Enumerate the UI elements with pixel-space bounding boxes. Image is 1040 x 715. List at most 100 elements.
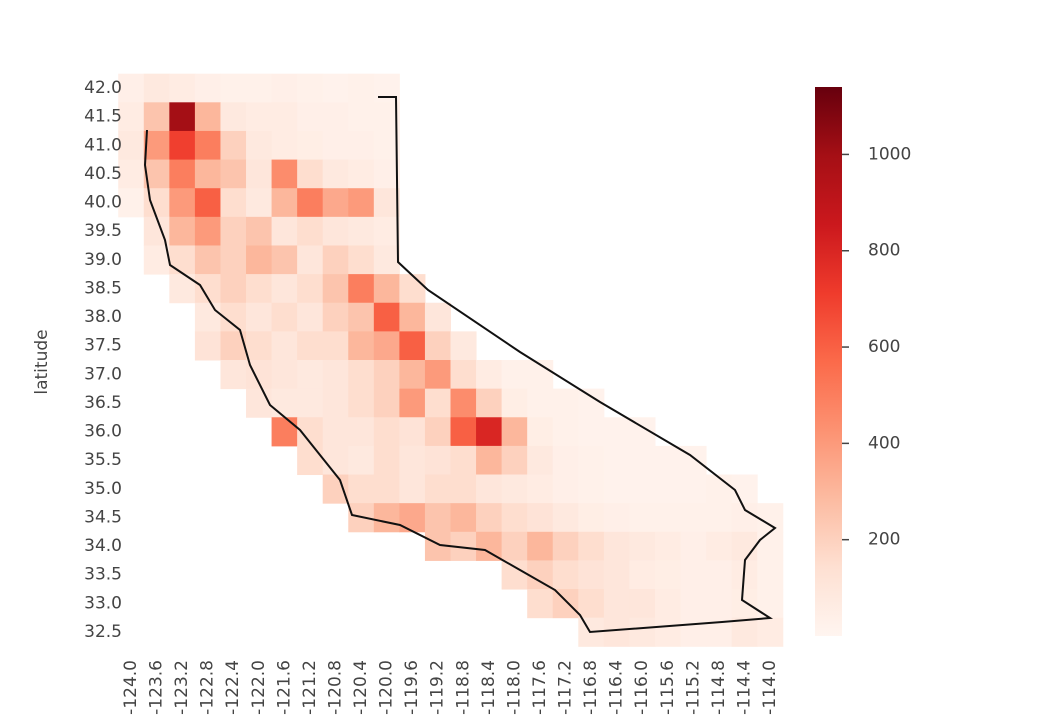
x-tick-label: -114.8: [709, 660, 729, 715]
heat-cell: [654, 474, 682, 504]
heat-cell: [706, 474, 733, 504]
heat-cell: [297, 302, 324, 332]
heat-cell: [194, 73, 221, 103]
heat-cell: [501, 445, 528, 476]
heat-cell: [654, 589, 682, 619]
heat-cell: [527, 560, 554, 590]
y-tick-label: 42.0: [84, 78, 122, 98]
heat-cell: [348, 216, 375, 246]
heat-cell: [246, 73, 273, 103]
heat-cell: [297, 331, 324, 361]
heat-cell: [169, 159, 196, 189]
heat-cell: [450, 445, 477, 476]
heat-cell: [399, 302, 426, 332]
heat-cell: [578, 560, 605, 590]
heat-cell: [169, 188, 196, 218]
heat-cell: [578, 503, 605, 533]
state-outline: [143, 96, 777, 634]
heat-cell: [169, 216, 196, 246]
heat-cell: [348, 302, 375, 332]
heat-cell: [220, 73, 247, 103]
x-tick-label: -116.8: [581, 660, 601, 715]
heat-cell: [373, 274, 400, 304]
heat-cell: [527, 474, 554, 504]
heat-cell: [757, 589, 784, 619]
y-tick-label: 41.5: [84, 107, 122, 127]
heat-cell: [424, 302, 451, 332]
heat-cell: [194, 159, 221, 189]
heat-cell: [629, 617, 656, 647]
heat-cell: [603, 617, 630, 647]
x-tick-label: -119.6: [402, 660, 422, 715]
heat-cell: [194, 130, 221, 161]
y-tick-label: 37.5: [84, 336, 122, 356]
heat-cell: [348, 274, 375, 304]
heat-cell: [271, 102, 298, 132]
heat-cell: [322, 360, 349, 390]
heat-cell: [501, 474, 528, 504]
heat-cell: [271, 245, 298, 275]
heat-cell: [552, 445, 579, 476]
y-tick-label: 38.0: [84, 307, 122, 327]
heat-cell: [603, 474, 630, 504]
heat-cell: [322, 445, 349, 476]
heat-cell: [578, 445, 605, 476]
heat-cell: [629, 531, 656, 561]
heat-cell: [450, 474, 477, 504]
heat-cell: [654, 617, 682, 647]
heat-cell: [118, 102, 145, 132]
heat-cell: [399, 360, 426, 390]
heat-cell: [194, 302, 221, 332]
y-tick-label: 36.5: [84, 393, 122, 413]
heat-cell: [220, 159, 247, 189]
heat-cell: [271, 388, 298, 418]
heat-cell: [373, 245, 400, 275]
heat-cell: [220, 102, 247, 132]
colorbar-tick-label: 600: [868, 337, 900, 357]
heat-cell: [348, 331, 375, 361]
heat-cell: [297, 102, 324, 132]
heat-cell: [373, 445, 400, 476]
heat-cell: [476, 474, 503, 504]
y-tick-label: 40.0: [84, 193, 122, 213]
heat-cell: [680, 589, 707, 619]
heat-cell: [476, 417, 503, 447]
heat-cell: [654, 445, 682, 476]
colorbar-tick-label: 200: [868, 530, 900, 550]
heat-cell: [476, 531, 503, 561]
colorbar-tick-label: 400: [868, 433, 900, 453]
heat-cell: [731, 589, 758, 619]
heat-cell: [271, 73, 298, 103]
heat-cell: [246, 245, 273, 275]
heat-cell: [271, 274, 298, 304]
heat-cell: [118, 188, 145, 218]
heat-cell: [706, 560, 733, 590]
y-tick-label: 37.0: [84, 364, 122, 384]
y-tick-label: 39.0: [84, 250, 122, 270]
heat-cell: [731, 474, 758, 504]
heat-cell: [322, 188, 349, 218]
y-tick-label: 35.0: [84, 479, 122, 499]
heat-cell: [680, 560, 707, 590]
heat-cell: [322, 331, 349, 361]
heat-cell: [348, 360, 375, 390]
heat-cell: [348, 102, 375, 132]
x-tick-label: -119.2: [428, 660, 448, 715]
heat-cell: [424, 417, 451, 447]
heat-cell: [322, 130, 349, 161]
y-tick-label: 34.0: [84, 536, 122, 556]
y-tick-label: 41.0: [84, 135, 122, 155]
heat-cell: [322, 474, 349, 504]
y-tick-label: 40.5: [84, 164, 122, 184]
heat-cell: [246, 130, 273, 161]
x-tick-label: -120.8: [325, 660, 345, 715]
heat-cell: [143, 245, 170, 275]
heat-cell: [476, 360, 503, 390]
heat-cell: [373, 188, 400, 218]
x-tick-label: -118.8: [453, 660, 473, 715]
heat-cell: [143, 188, 170, 218]
heat-cell: [297, 245, 324, 275]
heat-cell: [348, 130, 375, 161]
heat-cell: [654, 560, 682, 590]
